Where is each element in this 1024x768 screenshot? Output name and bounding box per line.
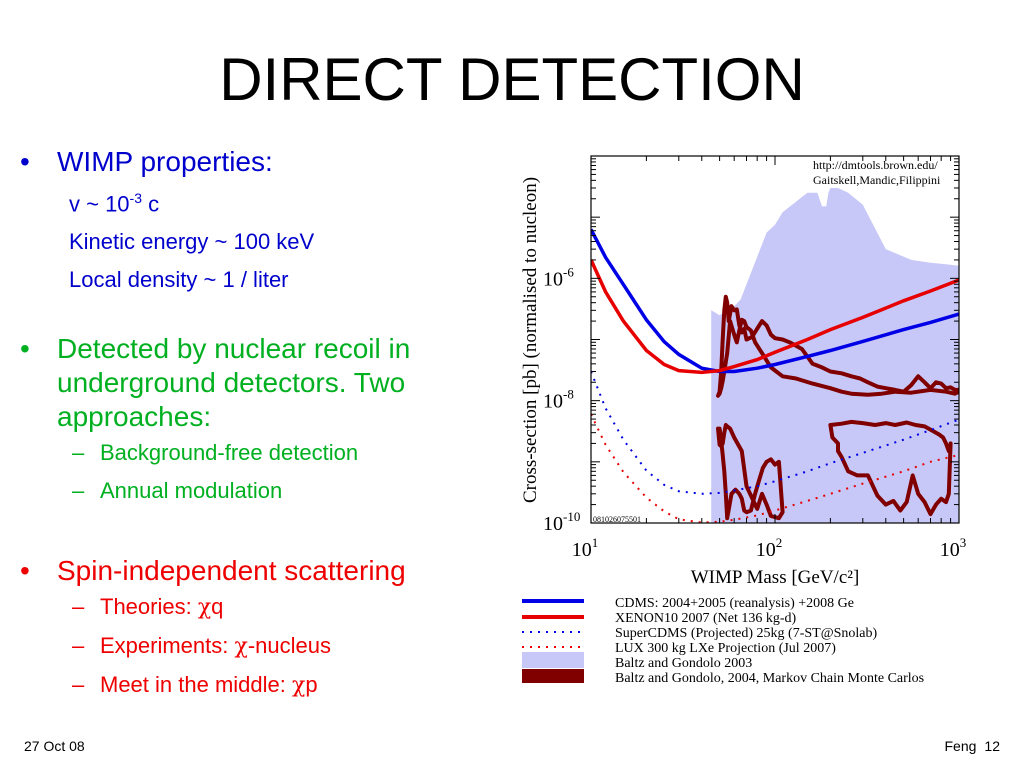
plot-frame — [590, 155, 960, 524]
series-cdms — [591, 228, 959, 374]
region-baltz-gondolo-2004-mcmc — [716, 294, 959, 398]
sub-bullet-annual-modulation: Annual modulation — [20, 472, 500, 510]
y-axis-label: Cross-section [pb] (normalised to nucleo… — [520, 177, 541, 503]
series-lux-projection — [591, 413, 959, 523]
series-xenon10 — [591, 259, 959, 375]
meet-suffix: p — [305, 672, 318, 698]
experiments-suffix: -nucleus — [247, 633, 331, 659]
bullet-text: Spin-independent scattering — [57, 555, 406, 587]
legend-label: SuperCDMS (Projected) 25kg (7-ST@Snolab) — [615, 626, 877, 641]
legend-label: Baltz and Gondolo 2003 — [615, 656, 752, 671]
bullet-text: Detected by nuclear recoil in undergroun… — [57, 333, 411, 433]
credit-authors: Gaitskell,Mandic,Filippini — [813, 173, 941, 187]
credit-url: http://dmtools.brown.edu/ — [813, 158, 938, 172]
slide-title: DIRECT DETECTION — [219, 46, 805, 113]
dash-icon — [72, 666, 84, 704]
bullet-icon — [20, 145, 30, 179]
y-tick-label: 10-6 — [543, 264, 574, 290]
sub-bullet-background-free: Background-free detection — [20, 434, 500, 472]
x-tick-label: 101 — [572, 535, 599, 561]
plot-area — [591, 188, 959, 523]
bullet-text: WIMP properties: — [57, 146, 273, 177]
sub-bullet-text: Background-free detection — [100, 440, 359, 466]
dash-icon — [72, 588, 84, 626]
chi-symbol: χ — [234, 634, 248, 660]
velocity-exponent: -3 — [129, 190, 142, 206]
experiments-prefix: Experiments: — [100, 633, 235, 659]
x-tick-label: 102 — [756, 535, 783, 561]
bullet-detection: Detected by nuclear recoil in undergroun… — [20, 332, 500, 434]
chi-symbol: χ — [291, 673, 306, 699]
chi-symbol: χ — [197, 595, 212, 621]
bullet-list: WIMP properties: v ~ 10-3 c Kinetic ener… — [20, 145, 500, 705]
legend-swatch — [522, 652, 584, 668]
velocity-prefix: v ~ 10 — [69, 191, 130, 217]
theories-suffix: q — [211, 594, 224, 620]
bullet-icon — [20, 554, 30, 588]
dash-icon — [72, 434, 84, 472]
dash-icon — [72, 472, 84, 510]
legend-label: CDMS: 2004+2005 (reanalysis) +2008 Ge — [615, 596, 854, 611]
footer-page-number: 12 — [984, 738, 1000, 754]
bullet-spin-independent: Spin-independent scattering — [20, 554, 500, 588]
footer-author: Feng — [944, 738, 977, 754]
theories-prefix: Theories: — [100, 594, 198, 620]
legend-label: XENON10 2007 (Net 136 kg-d) — [615, 611, 797, 626]
bullet-icon — [20, 332, 30, 366]
dash-icon — [72, 627, 84, 665]
legend-label: LUX 300 kg LXe Projection (Jul 2007) — [615, 641, 836, 656]
velocity-line: v ~ 10-3 c — [20, 179, 500, 223]
region-baltz-gondolo-2004-mcmc — [828, 419, 953, 517]
y-tick-label: 10-8 — [543, 387, 574, 413]
x-tick-label: 103 — [940, 535, 967, 561]
legend-label: Baltz and Gondolo, 2004, Markov Chain Mo… — [615, 671, 924, 686]
meet-prefix: Meet in the middle: — [100, 672, 292, 698]
kinetic-energy-line: Kinetic energy ~ 100 keV — [69, 229, 315, 255]
legend-swatch — [522, 669, 584, 683]
sub-bullet-theories: Theories: χq — [20, 588, 500, 627]
sub-bullet-experiments: Experiments: χ-nucleus — [20, 627, 500, 666]
y-tick-label: 10-10 — [543, 509, 580, 535]
series-supercdms-projected — [591, 371, 959, 495]
velocity-suffix: c — [142, 191, 160, 217]
sub-bullet-text: Annual modulation — [100, 478, 283, 504]
footer-right: Feng 12 — [937, 738, 1001, 754]
x-axis-label: WIMP Mass [GeV/c²] — [691, 567, 860, 588]
sub-bullet-meet-in-middle: Meet in the middle: χp — [20, 666, 500, 705]
local-density-line: Local density ~ 1 / liter — [69, 267, 289, 293]
footer-date: 27 Oct 08 — [24, 738, 85, 754]
region-baltz-gondolo-2004-mcmc — [716, 423, 785, 521]
legend: CDMS: 2004+2005 (reanalysis) +2008 GeXEN… — [522, 596, 924, 686]
bullet-wimp-properties: WIMP properties: — [20, 145, 500, 179]
region-baltz-gondolo-2003 — [711, 188, 959, 523]
plot-id: 081026075501 — [593, 515, 641, 524]
